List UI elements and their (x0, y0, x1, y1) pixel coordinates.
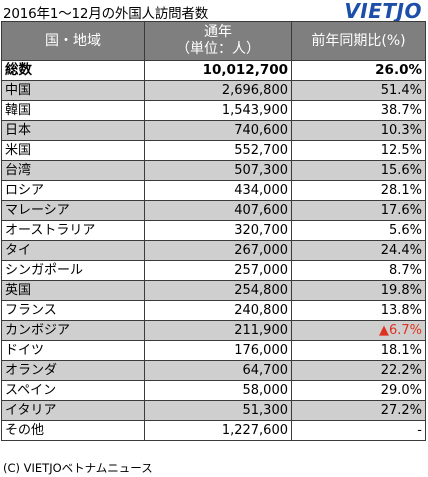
country-cell: マレーシア (1, 200, 145, 221)
change-cell: - (291, 420, 426, 441)
change-cell: 29.0% (291, 380, 426, 401)
visitors-cell: 64,700 (144, 360, 292, 381)
visitors-cell: 211,900 (144, 320, 292, 341)
visitors-cell: 552,700 (144, 140, 292, 161)
country-cell: 日本 (1, 120, 145, 141)
header-change: 前年同期比(%) (291, 21, 426, 61)
country-cell: フランス (1, 300, 145, 321)
country-cell: 台湾 (1, 160, 145, 181)
visitors-cell: 407,600 (144, 200, 292, 221)
visitors-cell: 51,300 (144, 400, 292, 421)
table-row: ドイツ 176,000 18.1% (1, 340, 426, 361)
country-cell: シンガポール (1, 260, 145, 281)
country-cell: 英国 (1, 280, 145, 301)
table-row: カンボジア 211,900 ▲6.7% (1, 320, 426, 341)
vietjo-logo: VIETJO (344, 0, 422, 23)
table-row: マレーシア 407,600 17.6% (1, 200, 426, 221)
country-cell: タイ (1, 240, 145, 261)
country-cell: ロシア (1, 180, 145, 201)
table-row: ロシア 434,000 28.1% (1, 180, 426, 201)
country-cell: 中国 (1, 80, 145, 101)
change-cell: 26.0% (291, 60, 426, 81)
visitors-cell: 254,800 (144, 280, 292, 301)
change-cell: 22.2% (291, 360, 426, 381)
change-cell: 5.6% (291, 220, 426, 241)
change-cell: 24.4% (291, 240, 426, 261)
table-row: 英国 254,800 19.8% (1, 280, 426, 301)
header-year: 通年 (204, 24, 232, 40)
change-cell: 28.1% (291, 180, 426, 201)
visitors-cell: 434,000 (144, 180, 292, 201)
header-year-unit: 通年 （単位：人） (144, 21, 292, 61)
country-cell: カンボジア (1, 320, 145, 341)
table-row: スペイン 58,000 29.0% (1, 380, 426, 401)
table-row: シンガポール 257,000 8.7% (1, 260, 426, 281)
change-cell: 13.8% (291, 300, 426, 321)
visitors-cell: 507,300 (144, 160, 292, 181)
header-unit: （単位：人） (176, 41, 260, 57)
change-cell: 18.1% (291, 340, 426, 361)
change-cell: 27.2% (291, 400, 426, 421)
change-cell: 15.6% (291, 160, 426, 181)
table-row: 日本 740,600 10.3% (1, 120, 426, 141)
visitors-cell: 240,800 (144, 300, 292, 321)
visitors-cell: 2,696,800 (144, 80, 292, 101)
country-cell: イタリア (1, 400, 145, 421)
table-row: 台湾 507,300 15.6% (1, 160, 426, 181)
visitors-cell: 257,000 (144, 260, 292, 281)
change-cell: 51.4% (291, 80, 426, 101)
visitors-cell: 176,000 (144, 340, 292, 361)
country-cell: オランダ (1, 360, 145, 381)
table-row: イタリア 51,300 27.2% (1, 400, 426, 421)
page-title: 2016年1～12月の外国人訪問者数 (3, 6, 209, 22)
country-cell: 韓国 (1, 100, 145, 121)
country-cell: その他 (1, 420, 145, 441)
visitors-cell: 58,000 (144, 380, 292, 401)
change-cell: 38.7% (291, 100, 426, 121)
header-country: 国・地域 (1, 21, 145, 61)
table-row: 中国 2,696,800 51.4% (1, 80, 426, 101)
visitors-cell: 740,600 (144, 120, 292, 141)
visitors-cell: 10,012,700 (144, 60, 292, 81)
header: 2016年1～12月の外国人訪問者数 VIETJO (0, 0, 428, 23)
change-cell: 8.7% (291, 260, 426, 281)
change-cell: ▲6.7% (291, 320, 426, 341)
visitors-cell: 1,227,600 (144, 420, 292, 441)
change-cell: 10.3% (291, 120, 426, 141)
change-cell: 17.6% (291, 200, 426, 221)
copyright-footer: (C) VIETJOベトナムニュース (3, 461, 153, 475)
change-cell: 19.8% (291, 280, 426, 301)
country-cell: オーストラリア (1, 220, 145, 241)
country-cell: ドイツ (1, 340, 145, 361)
country-cell: 米国 (1, 140, 145, 161)
table-row: フランス 240,800 13.8% (1, 300, 426, 321)
visitors-cell: 320,700 (144, 220, 292, 241)
table-row: オランダ 64,700 22.2% (1, 360, 426, 381)
table-row: 米国 552,700 12.5% (1, 140, 426, 161)
country-cell: 総数 (1, 60, 145, 81)
table-body: 総数 10,012,700 26.0% 中国 2,696,800 51.4% 韓国 1,543… (1, 60, 426, 441)
table-row: タイ 267,000 24.4% (1, 240, 426, 261)
visitors-cell: 1,543,900 (144, 100, 292, 121)
table-row: 総数 10,012,700 26.0% (1, 60, 426, 81)
table-row: 韓国 1,543,900 38.7% (1, 100, 426, 121)
change-cell: 12.5% (291, 140, 426, 161)
visitors-table: 国・地域 通年 （単位：人） 前年同期比(%) 総数 10,012,700 26.0… (1, 21, 426, 441)
table-row: その他 1,227,600- (1, 420, 426, 441)
table-header-row: 国・地域 通年 （単位：人） 前年同期比(%) (1, 21, 426, 61)
visitors-cell: 267,000 (144, 240, 292, 261)
table-row: オーストラリア 320,700 5.6% (1, 220, 426, 241)
country-cell: スペイン (1, 380, 145, 401)
